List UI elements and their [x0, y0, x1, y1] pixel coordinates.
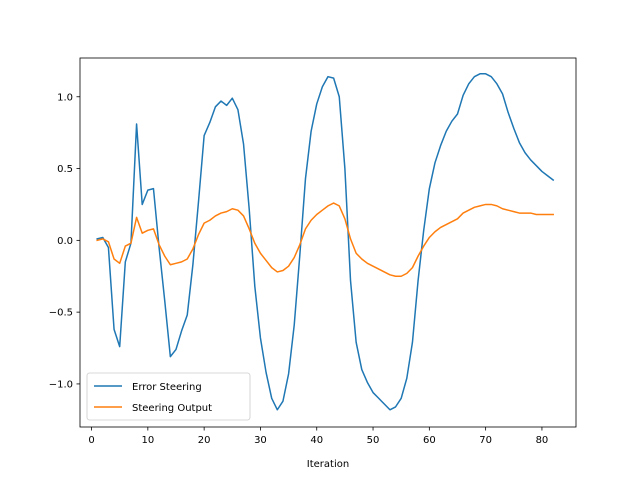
- x-tick-label: 60: [423, 435, 436, 446]
- x-tick-label: 50: [367, 435, 380, 446]
- legend-box: [86, 372, 251, 421]
- x-tick-label: 40: [310, 435, 323, 446]
- x-tick-label: 70: [479, 435, 492, 446]
- y-tick-label: 0.0: [57, 236, 73, 247]
- y-tick-label: −0.5: [49, 308, 73, 319]
- series-line-1: [96, 202, 554, 277]
- axes-frame: [79, 57, 577, 428]
- y-tick-label: −1.0: [49, 379, 73, 390]
- plot-area: [96, 73, 555, 411]
- legend: Error Steering Steering Output: [86, 372, 251, 421]
- legend-label-0: Error Steering: [132, 382, 202, 393]
- series-line-0: [96, 73, 555, 411]
- y-tick-label: 0.5: [57, 164, 73, 175]
- legend-label-1: Steering Output: [132, 403, 212, 414]
- x-tick-label: 20: [198, 435, 211, 446]
- x-tick-label: 80: [536, 435, 549, 446]
- x-tick-label: 30: [254, 435, 267, 446]
- x-tick-label: 10: [141, 435, 154, 446]
- x-axis-label: Iteration: [307, 459, 349, 470]
- axes: 0 10 20 30 40 50 60 70 80 −1.0 −0.5 0.0 0.5 1.0: [49, 57, 577, 446]
- x-tick-label: 0: [88, 435, 94, 446]
- y-tick-label: 1.0: [57, 92, 73, 103]
